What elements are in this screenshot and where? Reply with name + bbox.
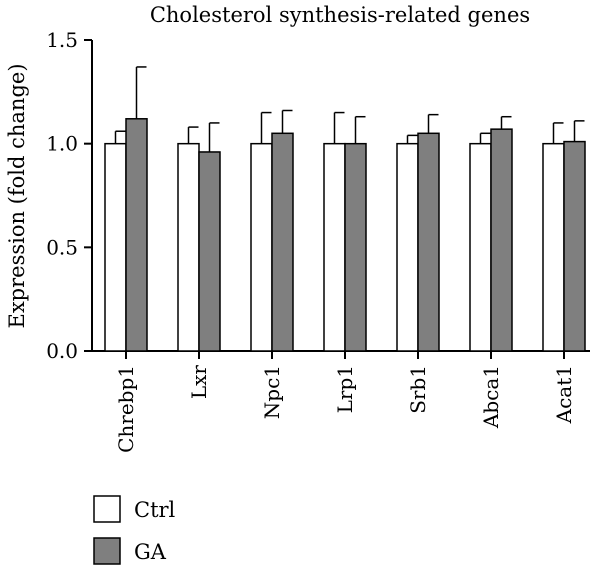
y-axis-label: Expression (fold change) [5, 63, 29, 328]
bar-ctrl [542, 142, 565, 352]
bars [104, 66, 586, 352]
chart-title: Cholesterol synthesis-related genes [150, 3, 530, 27]
bar-ctrl [469, 142, 492, 352]
bar-ga [198, 151, 221, 352]
bar-ga [271, 132, 294, 352]
y-tick-label: 1.0 [46, 132, 78, 156]
category-label: Lrp1 [333, 365, 357, 413]
bar-ga [563, 140, 586, 352]
bar-ctrl [104, 142, 127, 352]
bar-ga [490, 128, 513, 352]
legend-label-ctrl: Ctrl [134, 498, 176, 522]
legend: Ctrl GA [93, 495, 176, 565]
category-label: Abca1 [479, 365, 503, 429]
category-label: Acat1 [552, 365, 576, 424]
legend-label-ga: GA [134, 540, 167, 564]
y-tick-label: 0.0 [46, 339, 78, 363]
legend-swatch-ga [93, 537, 121, 565]
category-label: Srb1 [406, 365, 430, 414]
bar-ctrl [177, 142, 200, 352]
category-labels: Chrebp1 Lxr Npc1 Lrp1 Srb1 Abca1 Acat1 [114, 351, 576, 453]
y-ticks: 0.0 0.5 1.0 1.5 [46, 28, 92, 363]
y-tick-label: 1.5 [46, 28, 78, 52]
category-label: Npc1 [260, 365, 284, 419]
bar-ga [417, 132, 440, 352]
category-label: Lxr [187, 365, 211, 400]
bar-ctrl [250, 142, 273, 352]
bar-ctrl [396, 142, 419, 352]
bar-ctrl [323, 142, 346, 352]
category-label: Chrebp1 [114, 365, 138, 453]
legend-swatch-ctrl [93, 495, 121, 523]
bar-ga [344, 142, 367, 352]
y-tick-label: 0.5 [46, 235, 78, 259]
bar-ga [125, 118, 148, 352]
